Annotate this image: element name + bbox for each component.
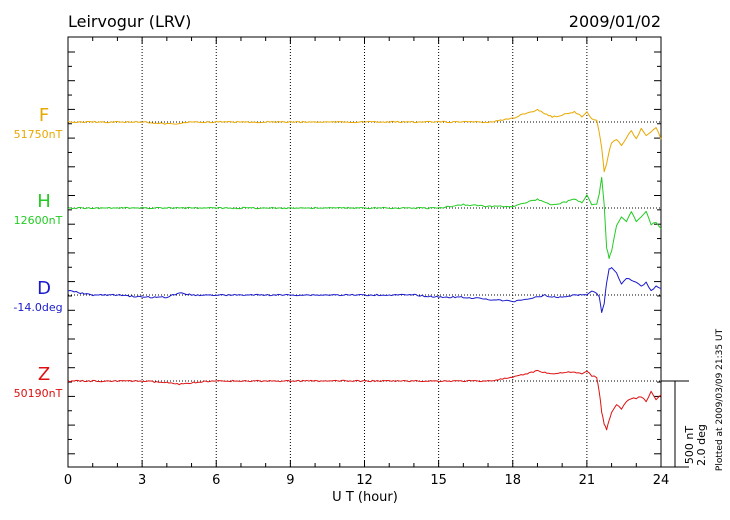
- trace-d: [67, 267, 662, 314]
- series-baseline-h: 12600nT: [14, 214, 63, 227]
- chart-title: Leirvogur (LRV): [68, 12, 191, 31]
- series-name-d: D: [37, 278, 51, 299]
- x-tick-label: 0: [64, 473, 72, 488]
- series-baseline-d: -14.0deg: [13, 301, 62, 314]
- series-name-z: Z: [38, 364, 50, 385]
- x-tick-label: 9: [286, 473, 294, 488]
- series-baseline-f: 51750nT: [14, 128, 63, 141]
- x-tick-label: 3: [138, 473, 146, 488]
- data-traces: [67, 108, 662, 431]
- trace-z: [67, 369, 662, 431]
- series-name-f: F: [39, 105, 49, 126]
- scale-bar-nt-label: 500 nT: [683, 426, 696, 464]
- x-tick-label: 21: [579, 473, 596, 488]
- series-baseline-z: 50190nT: [14, 387, 63, 400]
- vertical-grid: [141, 37, 588, 467]
- x-tick-label: 15: [430, 473, 447, 488]
- trace-f: [67, 108, 662, 173]
- x-tick-label: 12: [356, 473, 373, 488]
- trace-h: [67, 176, 662, 260]
- x-axis-label: U T (hour): [332, 490, 398, 505]
- axis-ticks: [67, 37, 662, 467]
- x-tick-label: 18: [504, 473, 521, 488]
- series-name-h: H: [37, 191, 51, 212]
- scale-bar-deg-label: 2.0 deg: [695, 424, 708, 466]
- x-tick-labels: 0 3 6 9 12 15 18 21 24: [64, 473, 669, 488]
- x-tick-label: 24: [653, 473, 670, 488]
- scale-bar: 500 nT 2.0 deg: [661, 380, 708, 468]
- x-tick-label: 6: [212, 473, 220, 488]
- plotted-at-note: Plotted at 2009/03/09 21:35 UT: [715, 328, 725, 471]
- chart-date: 2009/01/02: [569, 12, 661, 31]
- series-labels: F 51750nT H 12600nT D -14.0deg Z 50190nT: [13, 105, 62, 400]
- plot-frame: [67, 36, 662, 468]
